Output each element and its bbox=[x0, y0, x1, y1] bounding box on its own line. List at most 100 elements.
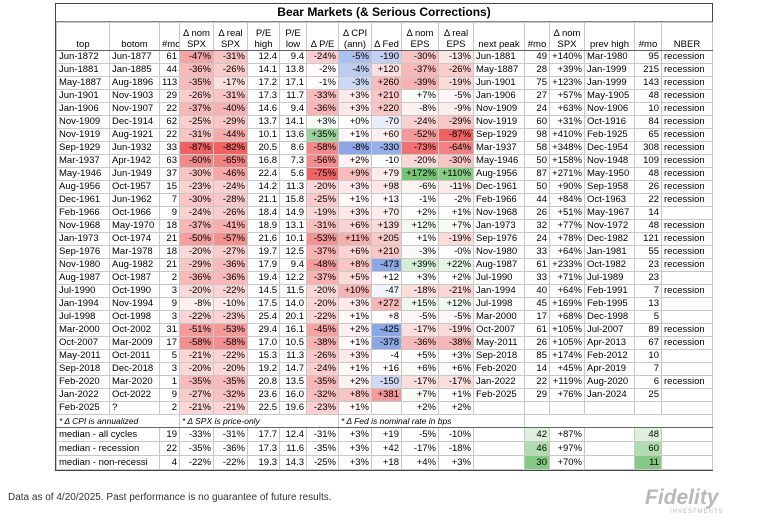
cell: +19 bbox=[371, 427, 402, 442]
cell: -32% bbox=[306, 388, 339, 402]
cell: Jul-1990 bbox=[56, 284, 110, 298]
cell: +105% bbox=[549, 336, 585, 350]
cell: +210 bbox=[371, 89, 402, 103]
cell: -20% bbox=[306, 297, 339, 311]
cell: +110% bbox=[438, 167, 474, 181]
cell: +77% bbox=[549, 219, 585, 233]
cell: 113 bbox=[159, 76, 180, 90]
cell: +3% bbox=[401, 271, 439, 285]
cell: +169% bbox=[549, 297, 585, 311]
column-header: Δ nom SPX bbox=[549, 22, 585, 51]
footnote: * Δ Fed is nominal rate in bps bbox=[338, 414, 525, 428]
cell: 8.6 bbox=[279, 141, 307, 155]
cell: -33% bbox=[306, 89, 339, 103]
cell: -30% bbox=[401, 50, 439, 64]
cell: +70% bbox=[549, 455, 585, 470]
cell: Jan-2024 bbox=[584, 388, 635, 402]
column-header: Δ real SPX bbox=[213, 22, 248, 51]
cell: Jun-1877 bbox=[109, 50, 160, 64]
logo: Fidelity bbox=[645, 486, 719, 509]
cell: -47 bbox=[371, 284, 402, 298]
cell: Feb-1966 bbox=[473, 193, 525, 207]
cell: 22 bbox=[159, 102, 180, 116]
cell: Nov-1907 bbox=[109, 102, 160, 116]
cell: +3% bbox=[338, 441, 372, 456]
cell: -22% bbox=[213, 284, 248, 298]
cell: -58% bbox=[213, 336, 248, 350]
cell: 26 bbox=[634, 180, 662, 194]
cell: +158% bbox=[549, 154, 585, 168]
cell: 7 bbox=[634, 362, 662, 376]
cell: 61 bbox=[524, 323, 550, 337]
cell: 16.8 bbox=[247, 154, 280, 168]
cell: -36% bbox=[306, 102, 339, 116]
cell: -330 bbox=[371, 141, 402, 155]
cell: +3% bbox=[338, 455, 372, 470]
cell: +5% bbox=[401, 349, 439, 363]
cell: Mar-2009 bbox=[109, 336, 160, 350]
cell: 17.0 bbox=[247, 336, 280, 350]
cell: +12% bbox=[401, 219, 439, 233]
cell: 20.5 bbox=[247, 141, 280, 155]
cell: -18% bbox=[401, 284, 439, 298]
cell: Feb-1995 bbox=[584, 297, 635, 311]
cell: Dec-1961 bbox=[473, 180, 525, 194]
cell: 11.5 bbox=[279, 284, 307, 298]
cell: Sep-1958 bbox=[584, 180, 635, 194]
cell: 11.3 bbox=[279, 349, 307, 363]
cell: recession bbox=[661, 323, 713, 337]
cell: -22% bbox=[179, 455, 214, 470]
column-header: #mo bbox=[634, 22, 662, 51]
cell: 7 bbox=[634, 284, 662, 298]
cell bbox=[661, 297, 713, 311]
cell: +7% bbox=[401, 89, 439, 103]
cell: 4 bbox=[159, 455, 180, 470]
cell: 17 bbox=[159, 336, 180, 350]
cell: Jan-1999 bbox=[584, 76, 635, 90]
cell: -27% bbox=[179, 388, 214, 402]
cell: -4% bbox=[338, 63, 372, 77]
cell: recession bbox=[661, 193, 713, 207]
cell: +8% bbox=[338, 388, 372, 402]
cell: 13.1 bbox=[279, 219, 307, 233]
cell: Apr-2013 bbox=[584, 336, 635, 350]
cell: +2% bbox=[338, 375, 372, 389]
cell: May-1967 bbox=[584, 206, 635, 220]
column-header: Δ P/E bbox=[306, 22, 339, 51]
cell: -75% bbox=[306, 167, 339, 181]
cell: Sep-2018 bbox=[473, 349, 525, 363]
cell: 48 bbox=[634, 219, 662, 233]
cell: -19% bbox=[438, 232, 474, 246]
cell: -17% bbox=[438, 375, 474, 389]
cell: -6% bbox=[401, 180, 439, 194]
cell: recession bbox=[661, 219, 713, 233]
cell: 33 bbox=[524, 271, 550, 285]
cell: -36% bbox=[213, 441, 248, 456]
cell: +71% bbox=[549, 271, 585, 285]
cell: -65% bbox=[213, 154, 248, 168]
cell: 11 bbox=[634, 455, 662, 470]
cell: +22% bbox=[438, 258, 474, 272]
column-header: #mo bbox=[159, 22, 180, 51]
cell: Sep-1929 bbox=[473, 128, 525, 142]
cell: +78% bbox=[549, 232, 585, 246]
cell: recession bbox=[661, 76, 713, 90]
cell bbox=[549, 401, 585, 415]
cell: 1 bbox=[159, 375, 180, 389]
cell: 12.4 bbox=[247, 50, 280, 64]
cell: May-1887 bbox=[56, 76, 110, 90]
column-header: Δ Fed bbox=[371, 22, 402, 51]
cell: +2% bbox=[401, 206, 439, 220]
cell: -5% bbox=[401, 427, 439, 442]
cell bbox=[584, 455, 635, 470]
cell: -33% bbox=[179, 427, 214, 442]
cell: +7% bbox=[438, 219, 474, 233]
cell: +3% bbox=[338, 349, 372, 363]
cell: +5% bbox=[338, 271, 372, 285]
cell: recession bbox=[661, 167, 713, 181]
cell: Oct-2007 bbox=[56, 336, 110, 350]
cell: Oct-1966 bbox=[109, 206, 160, 220]
cell: 95 bbox=[634, 50, 662, 64]
cell: -37% bbox=[306, 271, 339, 285]
cell: -31% bbox=[306, 219, 339, 233]
